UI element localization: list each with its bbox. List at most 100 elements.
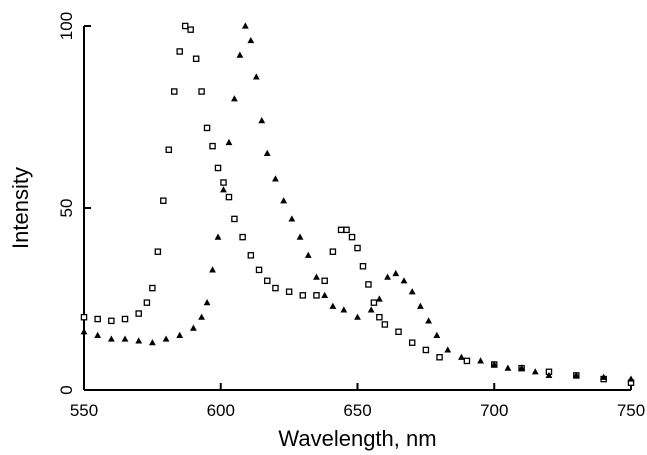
data-point-square xyxy=(187,26,194,33)
data-point-square xyxy=(255,266,263,274)
data-point-triangle xyxy=(375,295,383,302)
data-point-triangle xyxy=(321,291,329,298)
data-point-square xyxy=(165,146,173,154)
data-point-square xyxy=(220,179,227,186)
data-point-square xyxy=(376,313,383,321)
data-point-triangle xyxy=(231,95,238,102)
data-point-triangle xyxy=(600,373,608,380)
data-point-square xyxy=(359,262,367,270)
data-point-triangle xyxy=(400,277,408,284)
data-point-triangle xyxy=(458,353,465,360)
data-point-square xyxy=(436,353,443,361)
data-point-triangle xyxy=(198,313,206,320)
data-point-square xyxy=(285,288,293,295)
data-point-triangle xyxy=(504,364,512,371)
data-point-triangle xyxy=(531,368,539,375)
data-point-square xyxy=(176,48,183,55)
data-point-square xyxy=(143,299,151,306)
data-point-triangle xyxy=(241,22,249,29)
data-point-triangle xyxy=(162,335,170,342)
data-point-triangle xyxy=(247,36,255,44)
y-tick-label: 0 xyxy=(57,385,76,394)
data-point-square xyxy=(272,284,279,292)
data-point-triangle xyxy=(408,288,416,295)
data-point-square xyxy=(247,252,255,259)
data-point-square xyxy=(121,315,129,323)
data-point-square xyxy=(225,193,233,201)
data-point-triangle xyxy=(313,273,320,280)
data-points xyxy=(80,22,635,386)
x-tick-label: 750 xyxy=(617,401,645,420)
x-tick-label: 550 xyxy=(70,401,98,420)
data-point-triangle xyxy=(384,273,391,280)
data-point-triangle xyxy=(272,175,279,182)
data-point-square xyxy=(214,164,222,172)
data-point-square xyxy=(463,357,471,365)
data-point-square xyxy=(209,142,216,150)
data-point-square xyxy=(154,248,162,255)
data-point-triangle xyxy=(107,335,115,342)
data-point-triangle xyxy=(490,360,498,368)
x-tick-label: 650 xyxy=(343,401,371,420)
data-point-square xyxy=(171,88,178,95)
data-point-triangle xyxy=(296,233,304,240)
data-point-triangle xyxy=(477,357,484,364)
data-point-triangle xyxy=(252,73,260,80)
data-point-triangle xyxy=(627,375,635,382)
data-point-square xyxy=(135,310,142,317)
data-point-triangle xyxy=(80,328,88,335)
data-point-square xyxy=(337,226,345,234)
data-point-triangle xyxy=(94,331,102,338)
data-point-triangle xyxy=(209,266,216,273)
data-point-square xyxy=(192,55,200,63)
y-tick-label: 100 xyxy=(57,12,76,40)
data-point-square xyxy=(160,197,167,204)
data-point-square xyxy=(313,292,320,299)
data-point-triangle xyxy=(329,302,337,309)
data-point-triangle xyxy=(236,51,244,58)
data-point-triangle xyxy=(518,364,525,371)
data-point-triangle xyxy=(367,306,375,313)
y-axis-title: Intensity xyxy=(8,167,33,249)
data-point-square xyxy=(263,277,271,285)
data-point-triangle xyxy=(225,138,233,146)
data-point-triangle xyxy=(258,117,266,124)
data-point-square xyxy=(181,22,189,30)
data-point-square xyxy=(108,317,115,325)
data-point-triangle xyxy=(545,371,553,379)
data-point-square xyxy=(370,299,378,306)
data-point-square xyxy=(149,284,156,292)
data-point-square xyxy=(422,346,430,354)
data-point-triangle xyxy=(176,331,184,338)
data-point-triangle xyxy=(354,313,361,320)
data-point-triangle xyxy=(425,317,433,324)
data-point-square xyxy=(365,281,372,288)
data-point-triangle xyxy=(417,302,424,309)
data-point-triangle xyxy=(190,324,197,331)
data-point-square xyxy=(395,328,402,336)
data-point-square xyxy=(329,248,337,255)
data-point-triangle xyxy=(304,251,312,258)
data-point-triangle xyxy=(135,337,143,344)
data-point-triangle xyxy=(203,299,211,306)
y-tick-label: 50 xyxy=(57,199,76,218)
data-point-triangle xyxy=(572,371,580,379)
data-point-triangle xyxy=(288,215,296,222)
data-point-square xyxy=(198,88,205,95)
data-point-triangle xyxy=(148,339,156,346)
data-point-triangle xyxy=(340,306,348,313)
data-point-square xyxy=(348,233,356,241)
data-point-square xyxy=(80,313,88,321)
data-point-triangle xyxy=(121,335,129,342)
data-point-square xyxy=(299,292,307,299)
data-point-triangle xyxy=(392,269,400,277)
data-point-triangle xyxy=(220,186,227,193)
data-point-square xyxy=(354,244,361,252)
x-axis-title: Wavelength, nm xyxy=(278,426,436,451)
data-point-square xyxy=(203,124,211,132)
data-point-square xyxy=(408,339,416,346)
plot-area: 550 600 650 700 750 0 50 100 xyxy=(57,12,645,420)
axis-ticks: 550 600 650 700 750 0 50 100 xyxy=(57,12,645,420)
data-point-triangle xyxy=(214,233,222,240)
